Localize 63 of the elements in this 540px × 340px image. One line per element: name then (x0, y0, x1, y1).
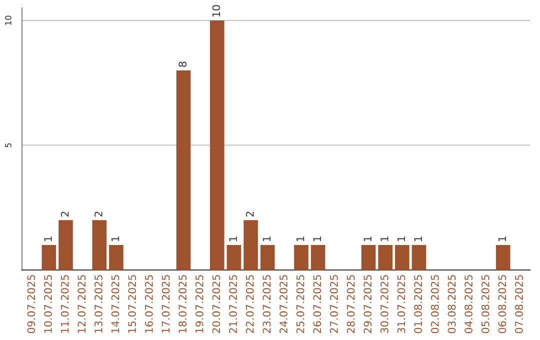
x-tick-label: 23.07.2025 (262, 275, 271, 334)
bar (244, 220, 258, 270)
data-label: 1 (498, 236, 506, 242)
bar (395, 245, 410, 270)
bar (294, 245, 308, 270)
x-tick-label: 06.08.2025 (498, 275, 506, 334)
x-tick-label: 26.07.2025 (313, 275, 322, 334)
x-tick-label: 04.08.2025 (464, 275, 472, 334)
data-label: 10 (212, 5, 220, 17)
x-tick-label: 16.07.2025 (144, 275, 153, 333)
x-tick-label: 09.07.2025 (27, 275, 36, 334)
data-label: 1 (397, 236, 406, 242)
x-tick-label: 20.07.2025 (212, 275, 220, 334)
data-label: 8 (178, 62, 187, 67)
x-tick-label: 15.07.2025 (128, 275, 136, 333)
x-tick-label: 22.07.2025 (246, 275, 254, 334)
x-tick-label: 24.07.2025 (280, 275, 288, 334)
x-tick-label: 27.07.2025 (330, 275, 338, 334)
bar (210, 20, 224, 270)
x-tick-label: 02.08.2025 (430, 275, 439, 334)
y-tick-label: 5 (5, 143, 12, 148)
x-tick-label: 14.07.2025 (111, 275, 120, 333)
data-label: 2 (94, 212, 102, 217)
data-label: 1 (111, 236, 120, 242)
x-tick-label: 31.07.2025 (397, 275, 406, 334)
x-tick-label: 05.08.2025 (481, 275, 490, 334)
data-label: 1 (296, 236, 304, 242)
x-tick-label: 07.08.2025 (515, 275, 523, 334)
bar (496, 245, 510, 270)
x-tick-label: 10.07.2025 (44, 275, 52, 333)
bar (92, 220, 107, 270)
x-tick-label: 03.08.2025 (448, 275, 456, 334)
bar (226, 245, 242, 270)
x-tick-label: 25.07.2025 (296, 275, 304, 334)
x-tick-label: 21.07.2025 (229, 275, 237, 334)
bar (109, 245, 124, 270)
x-tick-label: 12.07.2025 (78, 275, 86, 333)
bar (58, 220, 73, 270)
data-label: 1 (262, 236, 270, 242)
bar (42, 245, 56, 270)
x-tick-label: 19.07.2025 (195, 275, 204, 333)
data-label: 1 (364, 236, 372, 242)
x-tick-label: 29.07.2025 (364, 275, 372, 334)
data-label: 1 (229, 236, 237, 242)
x-tick-label: 30.07.2025 (380, 275, 388, 334)
x-tick-label: 28.07.2025 (346, 275, 355, 334)
data-label: 2 (60, 212, 69, 217)
bar (176, 70, 191, 270)
bar (412, 245, 426, 270)
bar (378, 245, 392, 270)
bar (310, 245, 326, 270)
bar (260, 245, 275, 270)
x-tick-label: 01.08.2025 (414, 275, 422, 334)
x-tick-label: 18.07.2025 (178, 275, 187, 333)
data-label: 1 (313, 236, 321, 242)
data-label: 1 (414, 236, 422, 242)
data-label: 1 (380, 236, 388, 242)
x-tick-label: 17.07.2025 (162, 275, 170, 333)
bar (361, 245, 376, 270)
data-label: 2 (246, 212, 254, 217)
x-tick-label: 11.07.2025 (60, 275, 69, 333)
x-tick-label: 13.07.2025 (94, 275, 102, 333)
data-label: 1 (44, 236, 52, 242)
